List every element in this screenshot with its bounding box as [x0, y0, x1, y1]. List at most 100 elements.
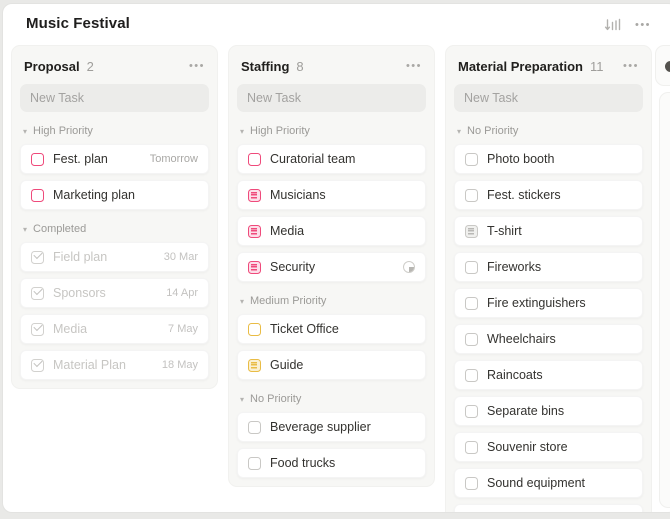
collapsed-column-toggle[interactable] — [655, 45, 670, 86]
checkbox-icon[interactable] — [465, 368, 478, 382]
column-title: Proposal — [24, 58, 80, 74]
section-header-high-priority[interactable]: ▾ High Priority — [237, 125, 426, 137]
board-header: Music Festival ••• — [3, 4, 670, 45]
checkbox-icon[interactable] — [465, 152, 478, 166]
task-card[interactable]: Separate bins — [454, 396, 643, 426]
checkbox-icon[interactable] — [465, 440, 478, 454]
task-card[interactable]: Sponsors 14 Apr — [20, 278, 209, 308]
list-icon[interactable] — [248, 260, 261, 274]
task-label: Musicians — [270, 188, 326, 202]
board-more-icon[interactable]: ••• — [634, 19, 652, 31]
task-card[interactable]: Security — [237, 252, 426, 282]
checkbox-icon[interactable] — [465, 260, 478, 274]
list-icon[interactable] — [248, 358, 261, 372]
task-card[interactable]: Sound equipment — [454, 468, 643, 498]
task-label: Separate bins — [487, 404, 565, 418]
checkbox-icon[interactable] — [248, 322, 261, 336]
task-card[interactable]: Material Plan 18 May — [20, 350, 209, 380]
checkbox-icon[interactable] — [465, 296, 478, 310]
collapse-triangle-icon: ▾ — [457, 126, 462, 136]
checkbox-icon[interactable] — [465, 476, 478, 490]
task-card[interactable]: Guide — [237, 350, 426, 380]
task-label: Fest. plan — [53, 152, 108, 166]
task-card[interactable] — [454, 504, 643, 514]
task-label: Marketing plan — [53, 188, 135, 202]
section-label: Medium Priority — [250, 295, 327, 307]
task-card[interactable]: Fire extinguishers — [454, 288, 643, 318]
task-card[interactable]: Ticket Office — [237, 314, 426, 344]
checkbox-icon[interactable] — [248, 420, 261, 434]
board-window: Music Festival ••• Proposal 2 ••• ▾ High Pri… — [2, 3, 670, 513]
task-card[interactable]: T-shirt — [454, 216, 643, 246]
column-more-icon[interactable]: ••• — [622, 60, 639, 72]
task-card[interactable]: Photo booth — [454, 144, 643, 174]
collapsed-column[interactable] — [659, 92, 670, 508]
task-card[interactable]: Curatorial team — [237, 144, 426, 174]
new-task-input[interactable] — [20, 84, 209, 112]
column-header: Material Preparation 11 ••• — [454, 54, 643, 76]
sort-icon[interactable] — [603, 16, 623, 34]
list-icon[interactable] — [248, 224, 261, 238]
checkbox-checked-icon[interactable] — [31, 358, 44, 372]
task-due-date: 18 May — [161, 359, 198, 371]
task-card[interactable]: Media 7 May — [20, 314, 209, 344]
board-columns: Proposal 2 ••• ▾ High Priority Fest. plan Tomo… — [3, 45, 670, 514]
checkbox-checked-icon[interactable] — [31, 250, 44, 264]
column-title: Material Preparation — [458, 58, 583, 74]
section-header-high-priority[interactable]: ▾ High Priority — [20, 125, 209, 137]
collapse-triangle-icon: ▾ — [23, 224, 28, 234]
checkbox-icon[interactable] — [31, 188, 44, 202]
task-card[interactable]: Marketing plan — [20, 180, 209, 210]
task-card[interactable]: Souvenir store — [454, 432, 643, 462]
section-label: No Priority — [467, 125, 519, 137]
section-header-no-priority[interactable]: ▾ No Priority — [237, 393, 426, 405]
task-card[interactable]: Beverage supplier — [237, 412, 426, 442]
column-staffing: Staffing 8 ••• ▾ High Priority Curatorial tea… — [228, 45, 435, 487]
section-label: No Priority — [250, 393, 302, 405]
task-label: Food trucks — [270, 456, 336, 470]
checkbox-icon[interactable] — [31, 152, 44, 166]
section-header-medium-priority[interactable]: ▾ Medium Priority — [237, 295, 426, 307]
task-due-date: 7 May — [168, 323, 198, 335]
checkbox-checked-icon[interactable] — [31, 322, 44, 336]
task-card[interactable]: Fest. stickers — [454, 180, 643, 210]
section-label: High Priority — [250, 125, 310, 137]
checkbox-icon[interactable] — [465, 404, 478, 418]
section-label: High Priority — [33, 125, 93, 137]
column-material-preparation: Material Preparation 11 ••• ▾ No Priority Pho… — [445, 45, 652, 514]
checkbox-icon[interactable] — [465, 513, 478, 514]
column-more-icon[interactable]: ••• — [405, 60, 422, 72]
new-task-input[interactable] — [454, 84, 643, 112]
task-card[interactable]: Raincoats — [454, 360, 643, 390]
checkbox-checked-icon[interactable] — [31, 286, 44, 300]
task-label: Curatorial team — [270, 152, 356, 166]
collapsed-column-icon — [665, 61, 670, 72]
checkbox-icon[interactable] — [248, 152, 261, 166]
collapse-triangle-icon: ▾ — [240, 296, 245, 306]
task-card[interactable]: Field plan 30 Mar — [20, 242, 209, 272]
section-header-completed[interactable]: ▾ Completed — [20, 223, 209, 235]
list-icon[interactable] — [248, 188, 261, 202]
section-label: Completed — [33, 223, 87, 235]
checkbox-icon[interactable] — [465, 332, 478, 346]
task-card[interactable]: Wheelchairs — [454, 324, 643, 354]
task-card[interactable]: Musicians — [237, 180, 426, 210]
task-card[interactable]: Fest. plan Tomorrow — [20, 144, 209, 174]
task-label: Fireworks — [487, 260, 542, 274]
task-due-date: 14 Apr — [166, 287, 198, 299]
task-card[interactable]: Media — [237, 216, 426, 246]
checkbox-icon[interactable] — [465, 188, 478, 202]
task-label: T-shirt — [487, 224, 522, 238]
task-due-date: 30 Mar — [163, 251, 198, 263]
column-title: Staffing — [241, 58, 290, 74]
column-more-icon[interactable]: ••• — [188, 60, 205, 72]
task-label: Beverage supplier — [270, 420, 371, 434]
task-card[interactable]: Fireworks — [454, 252, 643, 282]
task-label: Raincoats — [487, 368, 543, 382]
checkbox-icon[interactable] — [248, 456, 261, 470]
list-icon[interactable] — [465, 224, 478, 238]
section-header-no-priority[interactable]: ▾ No Priority — [454, 125, 643, 137]
new-task-input[interactable] — [237, 84, 426, 112]
task-card[interactable]: Food trucks — [237, 448, 426, 478]
column-task-count: 11 — [590, 58, 604, 74]
